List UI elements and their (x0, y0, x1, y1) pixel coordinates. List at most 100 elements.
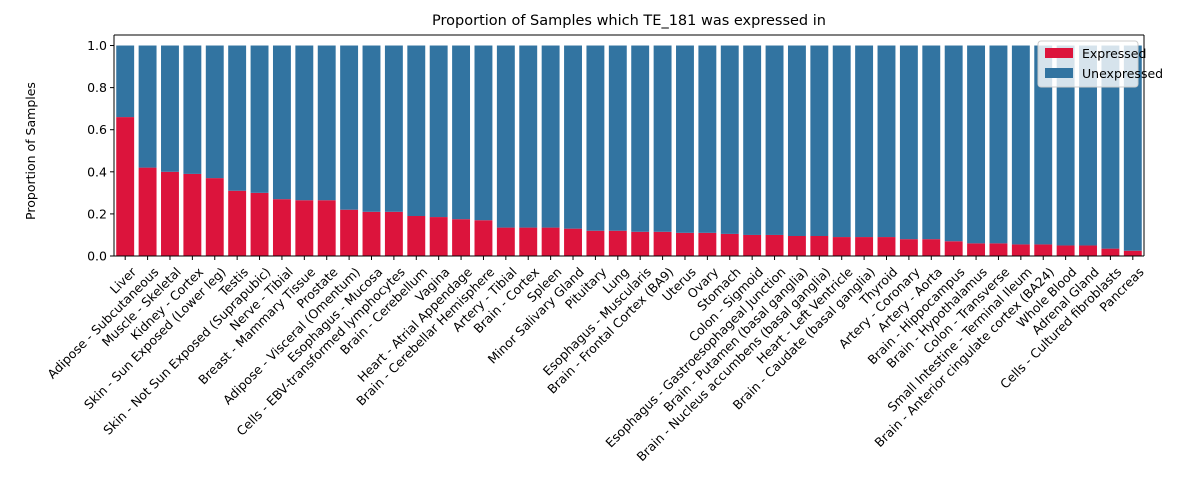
bar-expressed-42 (1056, 245, 1075, 256)
bar-expressed-33 (855, 237, 874, 256)
bar-unexpressed-27 (720, 45, 739, 234)
legend: Expressed Unexpressed (1037, 40, 1163, 88)
bar-expressed-2 (161, 171, 179, 256)
y-tick-label-3: 0.6 (87, 122, 107, 137)
bar-unexpressed-17 (496, 45, 515, 228)
bar-unexpressed-2 (161, 45, 179, 172)
bar-expressed-39 (989, 243, 1008, 256)
bar-expressed-24 (653, 231, 672, 256)
bar-expressed-30 (787, 236, 806, 256)
bar-expressed-36 (922, 239, 941, 256)
bar-expressed-23 (631, 231, 650, 256)
y-axis-title: Proportion of Samples (23, 82, 38, 220)
bar-expressed-34 (877, 237, 896, 256)
bar-expressed-15 (452, 219, 471, 256)
legend-label-expressed: Expressed (1082, 46, 1146, 61)
bar-unexpressed-36 (922, 45, 941, 240)
bar-unexpressed-14 (429, 45, 448, 218)
bar-unexpressed-34 (877, 45, 896, 238)
bar-expressed-0 (116, 117, 135, 256)
bar-unexpressed-39 (989, 45, 1008, 244)
bar-unexpressed-5 (228, 45, 247, 191)
bar-unexpressed-9 (317, 45, 336, 201)
bar-expressed-40 (1011, 244, 1030, 256)
bar-unexpressed-19 (541, 45, 560, 228)
bar-expressed-14 (429, 217, 448, 256)
bar-expressed-26 (698, 232, 717, 256)
bar-unexpressed-42 (1056, 45, 1075, 246)
bar-unexpressed-18 (519, 45, 538, 228)
bar-unexpressed-30 (787, 45, 806, 236)
bar-unexpressed-45 (1123, 45, 1142, 251)
bar-expressed-31 (810, 236, 829, 256)
bar-expressed-43 (1079, 245, 1097, 256)
bar-unexpressed-8 (295, 45, 314, 201)
bar-expressed-10 (340, 209, 359, 256)
bar-expressed-17 (496, 227, 515, 256)
bars-layer (116, 45, 1142, 256)
bar-expressed-20 (564, 228, 582, 256)
bar-unexpressed-13 (407, 45, 426, 217)
bar-unexpressed-33 (855, 45, 874, 238)
bar-expressed-45 (1123, 250, 1142, 256)
bar-unexpressed-32 (832, 45, 851, 238)
bar-expressed-44 (1101, 248, 1120, 256)
bar-unexpressed-35 (899, 45, 918, 240)
bar-unexpressed-43 (1079, 45, 1097, 246)
legend-label-unexpressed: Unexpressed (1082, 66, 1163, 81)
bar-expressed-29 (765, 234, 784, 256)
bar-expressed-35 (899, 239, 918, 256)
bar-unexpressed-0 (116, 45, 135, 118)
bar-unexpressed-31 (810, 45, 829, 236)
bar-unexpressed-21 (586, 45, 605, 231)
bar-unexpressed-41 (1034, 45, 1053, 245)
y-tick-label-5: 1.0 (87, 38, 107, 53)
bar-unexpressed-44 (1101, 45, 1120, 249)
bar-expressed-32 (832, 237, 851, 256)
bar-unexpressed-37 (944, 45, 963, 242)
bar-expressed-21 (586, 230, 605, 256)
bar-unexpressed-29 (765, 45, 784, 235)
bar-expressed-3 (183, 173, 202, 256)
bar-unexpressed-10 (340, 45, 359, 210)
bar-unexpressed-1 (138, 45, 157, 168)
y-tick-label-2: 0.4 (87, 164, 107, 179)
bar-expressed-4 (205, 178, 224, 256)
chart-title: Proportion of Samples which TE_181 was e… (432, 13, 826, 29)
bar-expressed-13 (407, 216, 426, 256)
bar-expressed-7 (272, 199, 291, 256)
bar-unexpressed-28 (743, 45, 762, 235)
bar-unexpressed-23 (631, 45, 650, 232)
bar-expressed-9 (317, 200, 336, 256)
legend-swatch-expressed (1045, 48, 1073, 58)
legend-swatch-unexpressed (1045, 68, 1073, 78)
bar-expressed-25 (676, 232, 694, 256)
bar-expressed-22 (608, 230, 627, 256)
bar-expressed-41 (1034, 244, 1053, 256)
bar-unexpressed-6 (250, 45, 269, 193)
bar-unexpressed-11 (362, 45, 381, 212)
bar-expressed-12 (384, 211, 403, 256)
bar-unexpressed-12 (384, 45, 403, 212)
bar-unexpressed-26 (698, 45, 717, 233)
y-tick-label-4: 0.8 (87, 80, 107, 95)
bar-unexpressed-22 (608, 45, 627, 231)
bar-expressed-28 (743, 234, 762, 256)
y-tick-label-0: 0.0 (87, 249, 107, 264)
bar-unexpressed-7 (272, 45, 291, 200)
bar-expressed-27 (720, 233, 739, 256)
bar-unexpressed-16 (474, 45, 493, 221)
bar-unexpressed-40 (1011, 45, 1030, 245)
bar-expressed-18 (519, 227, 538, 256)
bar-expressed-11 (362, 211, 381, 256)
bar-unexpressed-4 (205, 45, 224, 179)
bar-unexpressed-25 (676, 45, 694, 233)
bar-unexpressed-24 (653, 45, 672, 232)
bar-unexpressed-3 (183, 45, 202, 174)
bar-expressed-19 (541, 227, 560, 256)
bar-expressed-8 (295, 200, 314, 256)
bar-unexpressed-20 (564, 45, 582, 229)
bar-unexpressed-15 (452, 45, 471, 220)
y-tick-label-1: 0.2 (87, 206, 107, 221)
